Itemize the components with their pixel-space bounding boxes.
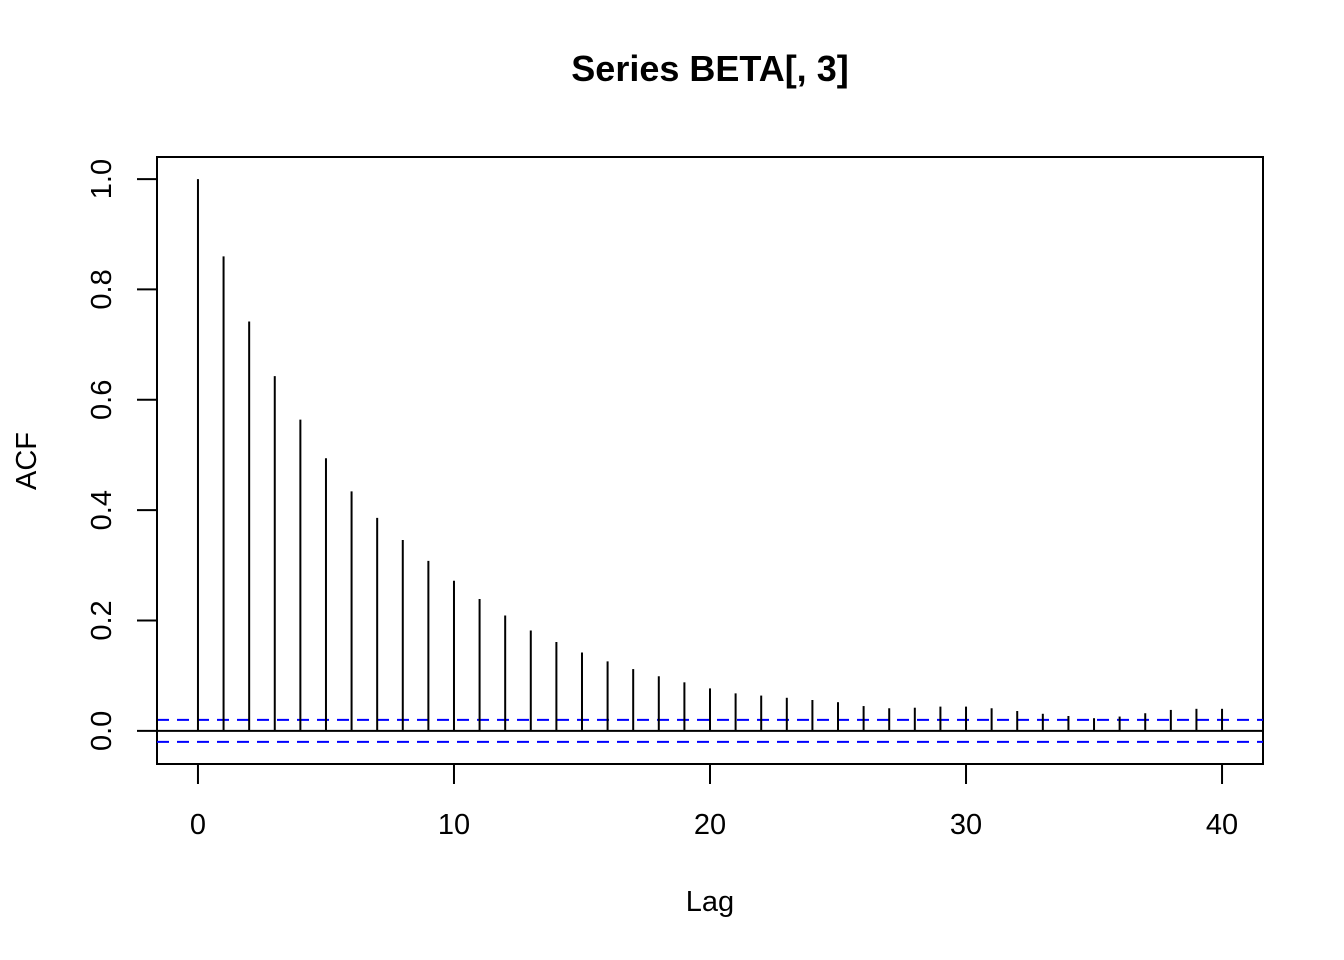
y-tick-label-1.0: 1.0 (86, 159, 118, 199)
x-tick-label-10: 10 (438, 809, 470, 841)
y-tick-label-0.6: 0.6 (86, 380, 118, 420)
y-tick-label-0.4: 0.4 (86, 490, 118, 530)
x-tick-label-0: 0 (190, 809, 206, 841)
y-tick-label-0.0: 0.0 (86, 711, 118, 751)
y-tick-label-0.2: 0.2 (86, 600, 118, 640)
x-tick-label-30: 30 (950, 809, 982, 841)
plot-frame (156, 156, 1264, 765)
x-tick-label-40: 40 (1206, 809, 1238, 841)
y-axis-label: ACF (11, 432, 43, 490)
y-tick-label-0.8: 0.8 (86, 269, 118, 309)
x-tick-label-20: 20 (694, 809, 726, 841)
x-axis-label: Lag (686, 886, 734, 918)
chart-title: Series BETA[, 3] (571, 48, 848, 89)
